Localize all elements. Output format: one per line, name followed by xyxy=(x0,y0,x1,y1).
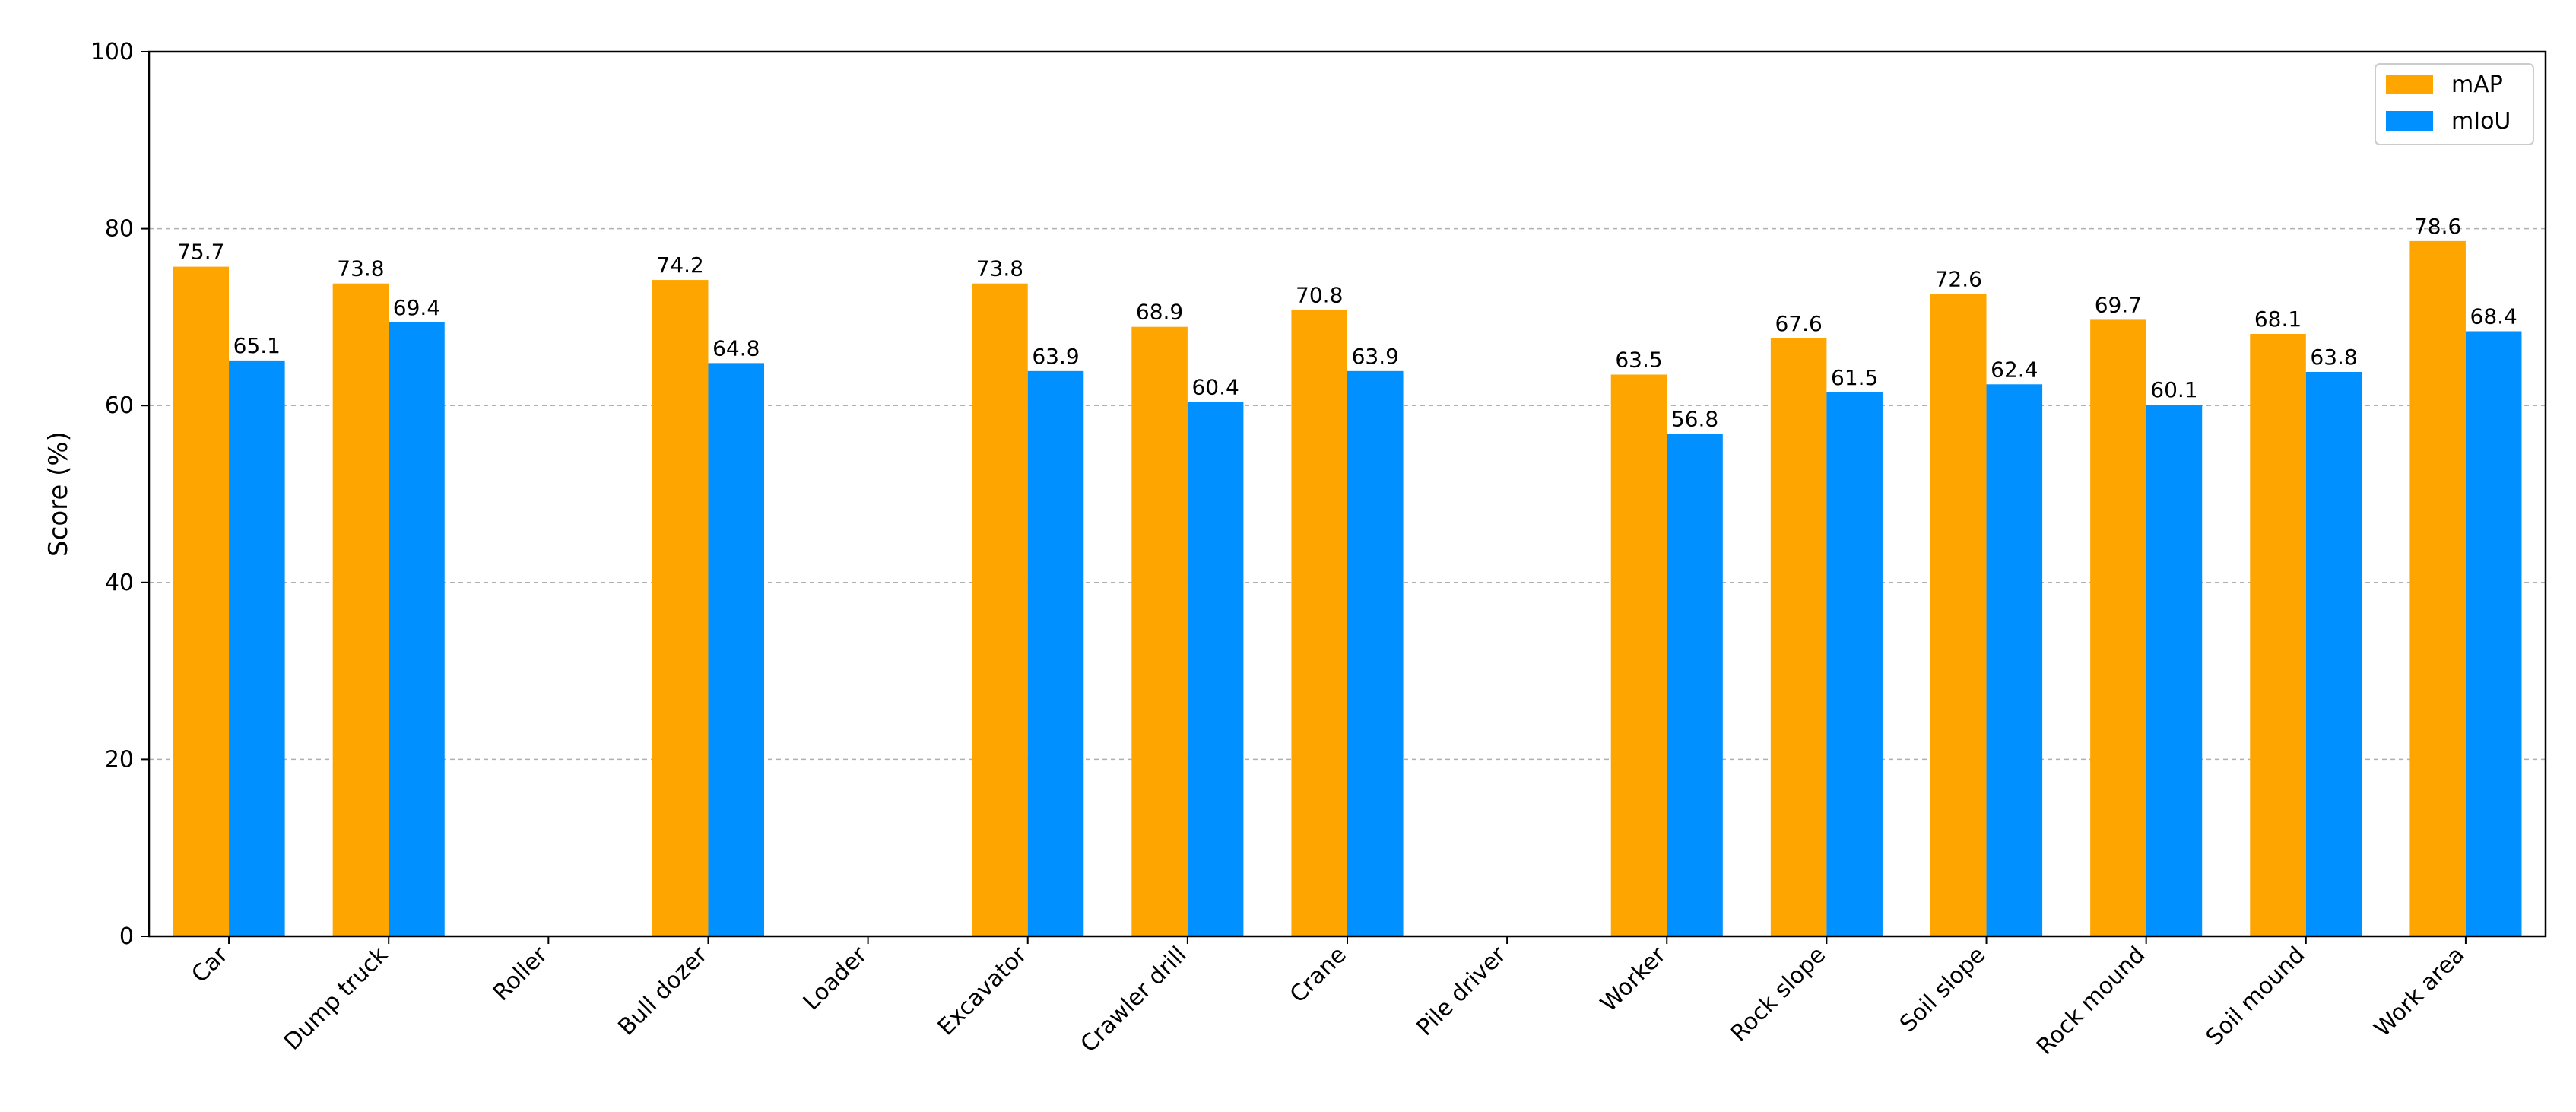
bar-map xyxy=(972,283,1028,936)
y-tick-label: 80 xyxy=(105,216,134,243)
x-tick-label: Work area xyxy=(2369,942,2470,1043)
data-label: 68.9 xyxy=(1136,300,1183,325)
x-tick-label: Loader xyxy=(798,941,873,1015)
data-label: 63.5 xyxy=(1615,347,1662,372)
data-label: 61.5 xyxy=(1831,365,1878,390)
bar-miou xyxy=(1826,392,1883,936)
bar-miou xyxy=(708,363,765,937)
x-tick-label: Dump truck xyxy=(279,941,393,1055)
data-label: 68.4 xyxy=(2470,304,2517,329)
bar-map xyxy=(1930,294,1987,936)
data-label: 70.8 xyxy=(1296,283,1343,308)
data-label: 78.6 xyxy=(2414,214,2461,239)
bar-map xyxy=(2250,333,2306,936)
legend-label-miou: mIoU xyxy=(2451,108,2511,135)
bar-map xyxy=(2409,240,2466,937)
x-tick-label: Car xyxy=(186,941,233,988)
y-tick-label: 40 xyxy=(105,570,134,596)
x-tick-label: Rock mound xyxy=(2032,942,2150,1060)
x-tick-label: Pile driver xyxy=(1412,941,1512,1041)
bar-miou xyxy=(1667,434,1723,936)
data-label: 72.6 xyxy=(1935,267,1982,292)
data-label: 68.1 xyxy=(2254,307,2302,332)
bar-miou xyxy=(229,360,285,937)
data-label: 74.2 xyxy=(657,253,704,278)
bar-map xyxy=(332,283,389,936)
legend-swatch-miou xyxy=(2386,111,2433,131)
bar-miou xyxy=(1986,384,2043,937)
bars xyxy=(173,240,2522,937)
data-label: 75.7 xyxy=(177,240,224,265)
bar-miou xyxy=(2465,331,2522,936)
x-tick-label: Soil slope xyxy=(1895,942,1991,1037)
bar-miou xyxy=(2305,372,2362,937)
x-tick-label: Rock slope xyxy=(1725,942,1831,1047)
y-tick-label: 0 xyxy=(119,923,134,950)
data-label: 73.8 xyxy=(976,256,1023,281)
data-label: 65.1 xyxy=(233,333,281,358)
x-tick-label: Soil mound xyxy=(2201,942,2311,1051)
data-label: 64.8 xyxy=(712,335,760,361)
data-label: 69.4 xyxy=(393,295,440,320)
data-labels: 75.7 73.8 74.2 73.8 68.9 70.8 63.5 67.6 72.6 69.7… xyxy=(177,214,2517,432)
x-tick-label: Crane xyxy=(1285,942,1352,1009)
y-tick-label: 60 xyxy=(105,392,134,419)
legend: mAP mIoU xyxy=(2375,63,2534,145)
data-label: 62.4 xyxy=(1991,357,2038,382)
bar-map xyxy=(652,280,709,937)
x-tick-label: Worker xyxy=(1595,941,1671,1017)
x-tick-label: Crawler drill xyxy=(1076,942,1192,1058)
bar-miou xyxy=(2146,405,2203,936)
legend-label-map: mAP xyxy=(2451,71,2503,98)
x-axis-ticks: Car Dump truck Roller Bull dozer Loader Excav… xyxy=(186,936,2470,1060)
x-tick-label: Roller xyxy=(488,941,554,1006)
y-tick-label: 100 xyxy=(90,39,134,65)
bar-map xyxy=(2090,319,2146,936)
y-tick-label: 20 xyxy=(105,746,134,773)
legend-swatch-map xyxy=(2386,75,2433,94)
data-label: 56.8 xyxy=(1671,406,1718,431)
data-label: 67.6 xyxy=(1775,311,1822,336)
bar-map xyxy=(173,266,230,936)
bar-miou xyxy=(1027,370,1084,936)
bar-miou xyxy=(1347,370,1404,936)
data-label: 63.9 xyxy=(1032,344,1079,369)
data-label: 73.8 xyxy=(337,256,384,281)
bar-map xyxy=(1291,310,1347,936)
data-label: 69.7 xyxy=(2095,292,2142,317)
data-label: 60.4 xyxy=(1191,375,1239,400)
y-axis-label: Score (%) xyxy=(43,431,74,557)
x-tick-label: Excavator xyxy=(933,941,1033,1041)
bar-miou xyxy=(1187,402,1244,936)
bar-map xyxy=(1131,326,1188,936)
y-axis-ticks: 0 20 40 60 80 100 xyxy=(90,39,149,950)
data-label: 63.9 xyxy=(1352,344,1399,369)
data-label: 60.1 xyxy=(2150,377,2197,402)
bar-miou xyxy=(389,322,445,936)
x-tick-label: Bull dozer xyxy=(613,941,712,1041)
bar-map xyxy=(1770,338,1827,936)
bar-map xyxy=(1610,374,1667,936)
data-label: 63.8 xyxy=(2310,345,2357,370)
